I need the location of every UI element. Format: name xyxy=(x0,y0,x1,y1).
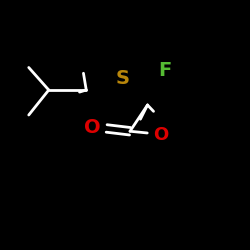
Text: F: F xyxy=(158,60,172,80)
Text: S: S xyxy=(116,69,130,88)
Text: O: O xyxy=(84,118,101,137)
Text: O: O xyxy=(154,126,169,144)
